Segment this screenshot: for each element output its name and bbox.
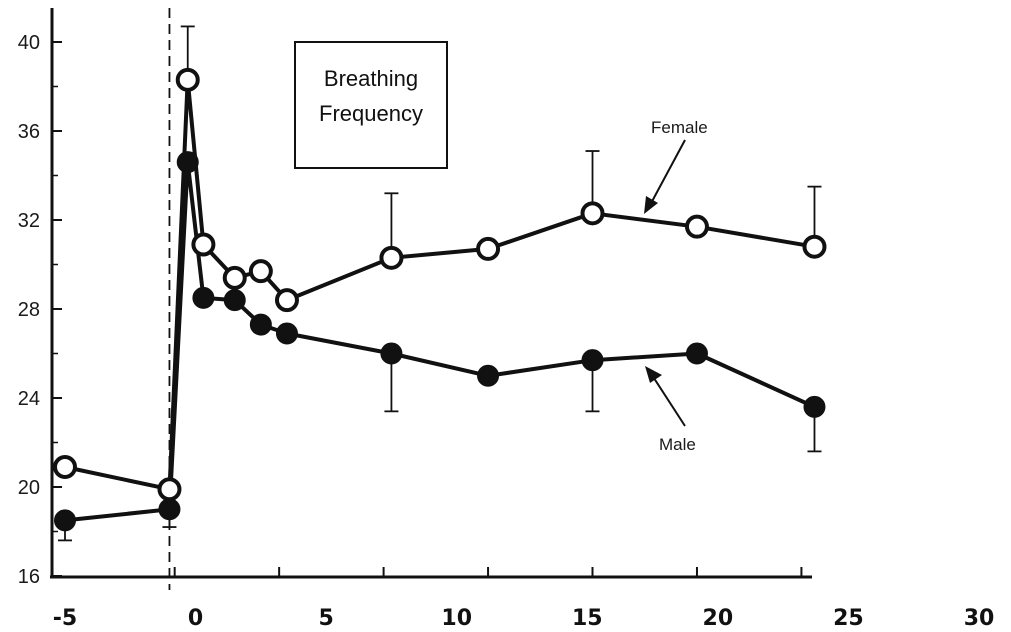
- y-tick-label: 32: [18, 210, 40, 232]
- x-tick-labels: -5 0 5 10 15 20 25 30: [53, 567, 995, 631]
- x-tick-label: 0: [188, 606, 203, 631]
- female-arrow-shaft: [648, 139, 686, 208]
- data-point-female: [580, 201, 605, 226]
- data-point-female: [684, 214, 709, 239]
- data-point-female: [274, 288, 299, 313]
- data-point-male: [176, 151, 199, 174]
- data-point-male: [380, 342, 403, 365]
- data-point-male: [192, 286, 215, 309]
- x-tick-label: -5: [53, 606, 77, 631]
- data-point-female: [53, 454, 77, 479]
- y-tick-label: 16: [18, 566, 40, 588]
- data-point-female: [802, 234, 827, 259]
- chart-title-line-1: Breathing: [324, 66, 418, 91]
- x-tick-label: 5: [318, 606, 333, 631]
- x-tick-label: 20: [703, 606, 734, 631]
- data-point-male: [158, 498, 181, 521]
- data-point-female: [222, 265, 247, 290]
- x-tick-label: 25: [833, 606, 864, 631]
- data-point-male: [223, 289, 246, 312]
- data-point-female: [175, 67, 200, 92]
- x-tick-label: 10: [441, 606, 472, 631]
- data-point-male: [685, 342, 708, 365]
- data-point-female: [248, 259, 273, 284]
- y-tick-label: 24: [18, 388, 40, 410]
- female-arrow-head: [644, 196, 658, 214]
- male-arrow-head: [645, 366, 662, 383]
- y-tick-label: 20: [18, 477, 40, 499]
- series-points: [53, 67, 827, 532]
- y-tick-label: 28: [18, 299, 40, 321]
- male-arrow-shaft: [649, 371, 686, 427]
- series-lines: [64, 77, 816, 523]
- y-tick-label: 40: [18, 32, 40, 54]
- series-line-male: [64, 160, 816, 523]
- title-box-frame: [294, 41, 448, 169]
- title-box: Breathing Frequency: [294, 41, 448, 169]
- data-point-male: [477, 364, 500, 387]
- series-line-female: [64, 77, 815, 492]
- annotations: Female Male: [644, 118, 708, 454]
- data-point-male: [581, 349, 604, 372]
- data-point-male: [249, 313, 272, 336]
- chart-title-line-2: Frequency: [319, 101, 423, 126]
- female-label: Female: [651, 118, 708, 137]
- male-label: Male: [659, 435, 696, 454]
- data-point-female: [379, 245, 404, 270]
- data-point-female: [157, 477, 182, 502]
- y-tick-labels: 40 36 32 28 24 20 16: [18, 32, 62, 588]
- x-tick-label: 15: [572, 606, 603, 631]
- data-point-female: [476, 236, 501, 261]
- y-tick-label: 36: [18, 121, 40, 143]
- data-point-female: [191, 232, 216, 257]
- data-point-male: [803, 395, 826, 418]
- data-point-male: [54, 509, 76, 532]
- x-tick-label: 30: [964, 606, 995, 631]
- data-point-male: [275, 322, 298, 345]
